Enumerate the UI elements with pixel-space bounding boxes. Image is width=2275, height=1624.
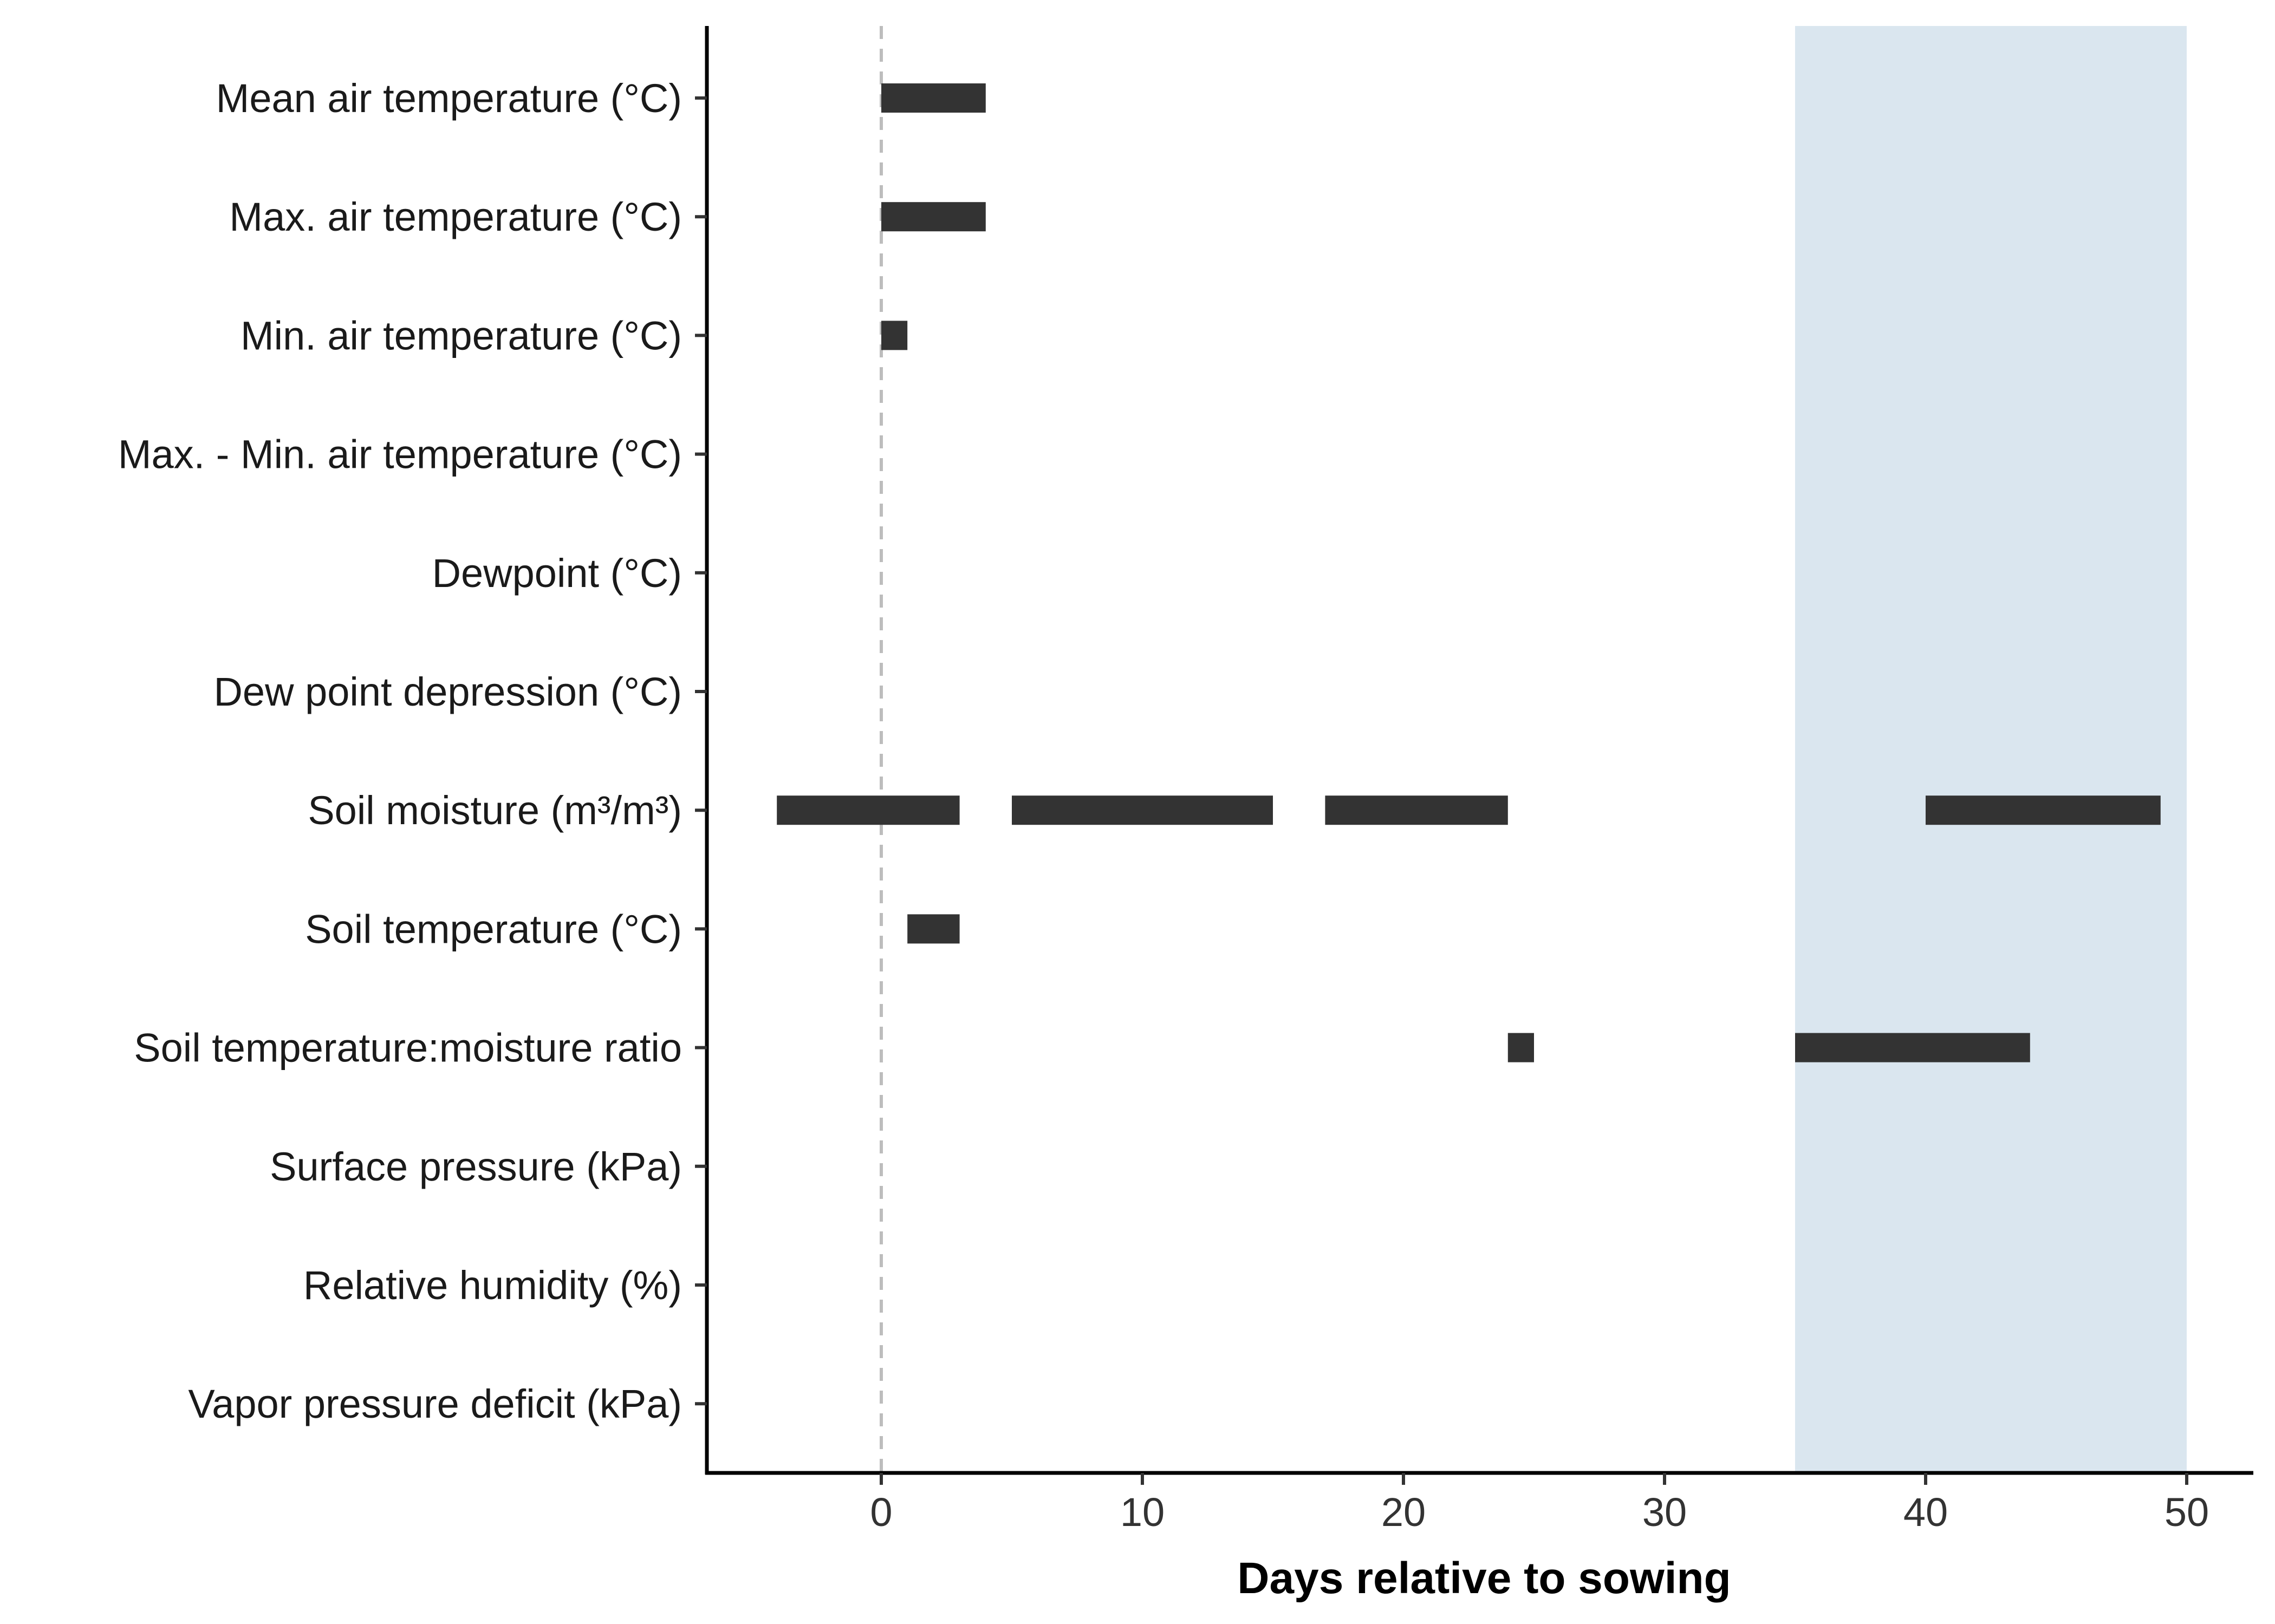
bar-8-1 xyxy=(1795,1033,2030,1062)
x-tick-label-4: 40 xyxy=(1903,1490,1948,1535)
y-tick-label-6: Soil moisture (m³/m³) xyxy=(308,788,682,833)
y-tick-label-2: Min. air temperature (°C) xyxy=(240,313,682,358)
bar-8-0 xyxy=(1507,1033,1534,1062)
bar-7-0 xyxy=(907,914,960,944)
x-tick-label-5: 50 xyxy=(2164,1490,2209,1535)
bar-6-2 xyxy=(1325,795,1508,825)
y-tick-label-9: Surface pressure (kPa) xyxy=(270,1144,682,1189)
y-tick-label-7: Soil temperature (°C) xyxy=(305,906,682,951)
y-tick-label-5: Dew point depression (°C) xyxy=(213,669,682,714)
y-tick-label-8: Soil temperature:moisture ratio xyxy=(134,1026,682,1071)
x-tick-label-2: 20 xyxy=(1381,1490,1426,1535)
bar-2-0 xyxy=(881,321,908,350)
shaded-region xyxy=(1795,26,2187,1473)
axes-layer xyxy=(695,26,2253,1485)
bar-6-3 xyxy=(1926,795,2161,825)
x-axis-title: Days relative to sowing xyxy=(1237,1554,1731,1603)
bar-0-0 xyxy=(881,83,986,113)
shaded-region-layer xyxy=(1795,26,2187,1473)
y-tick-label-11: Vapor pressure deficit (kPa) xyxy=(188,1381,682,1426)
labels-layer: Mean air temperature (°C) Max. air temper… xyxy=(118,76,2209,1535)
y-tick-label-3: Max. - Min. air temperature (°C) xyxy=(118,432,682,477)
x-tick-label-0: 0 xyxy=(870,1490,892,1535)
y-tick-label-1: Max. air temperature (°C) xyxy=(229,194,682,239)
bars-layer xyxy=(777,83,2161,1062)
bar-6-1 xyxy=(1012,795,1273,825)
y-tick-label-10: Relative humidity (%) xyxy=(303,1263,682,1308)
y-tick-label-0: Mean air temperature (°C) xyxy=(216,76,682,121)
y-tick-label-4: Dewpoint (°C) xyxy=(432,551,682,596)
x-tick-label-3: 30 xyxy=(1642,1490,1687,1535)
bar-6-0 xyxy=(777,795,960,825)
bar-1-0 xyxy=(881,202,986,232)
x-tick-label-1: 10 xyxy=(1120,1490,1165,1535)
